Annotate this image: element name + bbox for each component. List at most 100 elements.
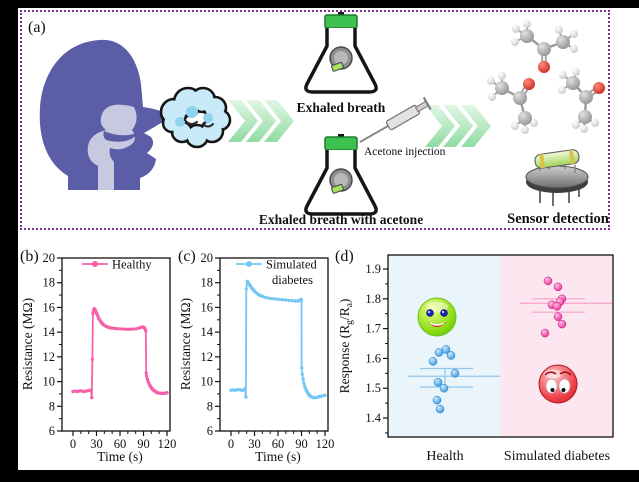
data-point	[441, 345, 451, 354]
x-tick-label: 60	[114, 437, 127, 451]
y-tick-label: 14	[201, 325, 214, 339]
gas-sensor-in-flask-icon	[329, 46, 353, 72]
legend-marker-icon	[246, 261, 252, 267]
x-tick-label: 90	[295, 437, 308, 451]
y-tick-label: 1.5	[365, 381, 381, 395]
plot-frame	[61, 257, 171, 432]
data-point	[553, 282, 563, 292]
data-point	[439, 383, 449, 393]
y-tick-label: 6	[207, 424, 213, 438]
data-point	[557, 319, 567, 329]
data-point	[284, 298, 288, 302]
data-point	[89, 388, 93, 392]
chevron-icon	[246, 100, 276, 142]
panel-c-label: (c)	[178, 248, 196, 265]
legend: Simulated diabetes	[236, 258, 317, 287]
carbon-atom-icon	[520, 29, 534, 43]
hydrogen-atom-icon	[498, 72, 506, 80]
legend-label-line1: Simulated	[266, 258, 317, 272]
y-tick-label: 12	[43, 350, 56, 364]
data-point	[450, 369, 460, 378]
erlenmeyer-flask-icon	[304, 134, 378, 216]
y-axis-label: Resistance (MΩ)	[20, 298, 35, 390]
data-point	[91, 311, 95, 316]
y-tick-label: 16	[201, 300, 214, 314]
hydrogen-atom-icon	[570, 45, 578, 53]
y-axis-label: Response (Rg/Ra)	[337, 299, 355, 394]
x-axis-label: Time (s)	[255, 449, 301, 464]
chart-healthy-response: (b) Resistance (MΩ) Time (s) Healthy 6 8 1…	[20, 248, 177, 464]
panel-a-label: (a)	[28, 19, 46, 36]
x-tick-label: 30	[248, 437, 261, 451]
chart-diabetes-response: (c) Resistance (MΩ) Time (s) Simulated d…	[178, 248, 335, 464]
data-point	[265, 296, 269, 300]
category-label-diabetes: Simulated diabetes	[504, 449, 610, 464]
data-point	[446, 351, 456, 360]
gas-sensor-icon	[525, 149, 589, 206]
hydrogen-atom-icon	[572, 121, 580, 129]
hydrogen-atom-icon	[487, 77, 495, 85]
hydrogen-atom-icon	[555, 26, 563, 34]
chevron-icon	[425, 105, 455, 147]
y-tick-label: 8	[49, 399, 55, 413]
panel-d-label: (d)	[335, 248, 354, 265]
data-point	[553, 312, 563, 321]
carbon-atom-icon	[578, 110, 592, 124]
data-point	[268, 296, 272, 301]
y-tick-label: 1.8	[365, 292, 381, 306]
data-point	[293, 299, 297, 303]
hydrogen-atom-icon	[570, 30, 578, 38]
data-point	[287, 298, 291, 303]
hydrogen-atom-icon	[572, 68, 580, 76]
x-tick-label: 60	[272, 437, 285, 451]
data-point	[540, 328, 550, 338]
series-line	[72, 307, 168, 399]
carbon-atom-icon	[518, 111, 532, 125]
data-point	[433, 377, 443, 387]
chevron-icon	[228, 100, 258, 142]
y-tick-label: 1.4	[365, 411, 381, 425]
red-worried-face-icon	[538, 364, 578, 404]
x-tick-label: 120	[158, 437, 177, 451]
head-profile-icon	[39, 39, 169, 191]
data-point	[300, 372, 304, 376]
data-point	[435, 404, 445, 414]
green-smiley-face-icon	[417, 297, 457, 337]
data-point	[277, 297, 282, 302]
sensor-label: Sensor detection	[507, 211, 608, 227]
y-tick-label: 10	[201, 375, 214, 389]
data-point	[281, 298, 285, 302]
data-point	[323, 393, 327, 397]
hydrogen-atom-icon	[511, 122, 519, 130]
chevron-arrows-icon	[425, 105, 491, 147]
data-point	[274, 297, 279, 301]
y-tick-label: 18	[43, 276, 56, 290]
data-point	[90, 357, 95, 361]
x-tick-label: 120	[316, 437, 335, 451]
legend-marker-icon	[92, 261, 98, 267]
y-tick-label: 12	[201, 350, 214, 364]
carbon-atom-icon	[537, 42, 551, 56]
panel-b-label: (b)	[20, 248, 39, 265]
data-point	[244, 395, 248, 399]
y-tick-label: 8	[207, 399, 213, 413]
data-point	[302, 381, 306, 385]
data-point	[301, 377, 305, 381]
oxygen-atom-icon	[538, 61, 550, 73]
oxygen-atom-icon	[593, 82, 605, 94]
x-tick-label: 90	[137, 437, 150, 451]
data-point	[144, 371, 148, 375]
oxygen-atom-icon	[523, 78, 535, 90]
legend-label-line2: diabetes	[272, 273, 313, 287]
data-point	[124, 327, 128, 331]
hydrogen-atom-icon	[512, 25, 520, 33]
plot-area: 6 8 10 12 14 16 18 20 0 30 60 90 120	[201, 251, 335, 451]
y-tick-label: 16	[43, 300, 56, 314]
data-point	[90, 395, 94, 400]
panel-a-graphics: (a)	[28, 12, 608, 227]
hydrogen-atom-icon	[580, 125, 588, 133]
data-point	[290, 298, 294, 303]
data-point	[127, 327, 132, 331]
carbon-atom-icon	[579, 90, 593, 104]
data-point	[244, 287, 248, 291]
